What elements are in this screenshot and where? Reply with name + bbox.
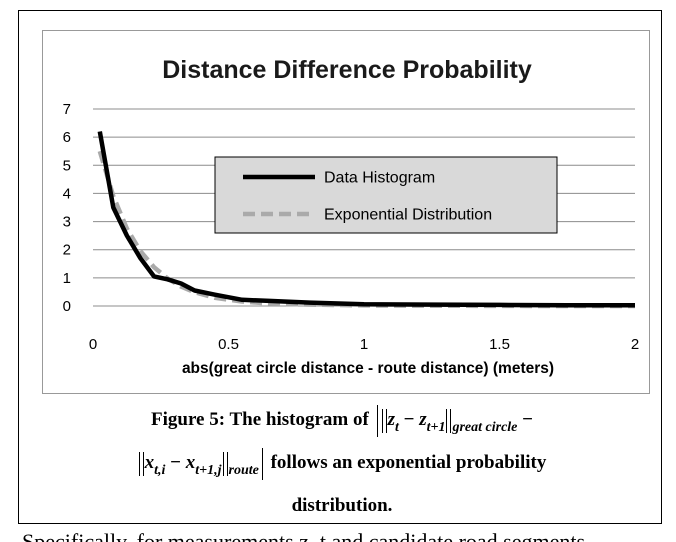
figure-caption: Figure 5: The histogram of zt − zt+1 grea… [22,402,662,523]
legend-label-exponential: Exponential Distribution [324,207,492,224]
x-tick-label-0.5: 0.5 [218,336,239,353]
math-sub-great-circle: great circle [452,420,518,435]
y-tick-label-0: 0 [63,298,71,315]
x-axis-title: abs(great circle distance - route distan… [182,360,554,377]
caption-label: Figure 5: The histogram of [151,409,369,430]
math-minus-3: − [170,452,181,473]
chart-svg: Distance Difference Probability 0 1 2 3 4 5 6 7… [63,56,640,377]
y-tick-label-1: 1 [63,270,71,287]
caption-line-2: xt,i − xt+1,j route follows an exponentia… [22,445,662,488]
y-tick-label-5: 5 [63,157,71,174]
legend: Data Histogram Exponential Distribution [214,156,558,234]
legend-label-data-histogram: Data Histogram [324,170,435,187]
x-tick-label-1.5: 1.5 [489,336,510,353]
norm-bar [446,408,452,433]
x-tick-label-1: 1 [360,336,368,353]
norm-bar [138,451,144,476]
y-tick-label-2: 2 [63,242,71,259]
caption-distribution: distribution. [291,495,393,516]
series-line-data-histogram [97,131,635,308]
caption-follows: follows an exponential probability [270,452,547,473]
math-sub-t1: t+1 [426,420,446,435]
caption-line-1: Figure 5: The histogram of zt − zt+1 grea… [22,402,662,445]
y-tick-label-7: 7 [63,101,71,118]
math-sub-ti: t,i [154,463,166,478]
x-tick-labels: 0 0.5 1 1.5 2 [89,336,639,353]
math-minus-2: − [522,409,533,430]
math-minus: − [403,409,415,430]
math-sub-t1j: t+1,j [195,463,222,478]
y-tick-label-3: 3 [63,214,71,231]
y-tick-label-4: 4 [63,185,71,202]
body-text-cut: Specifically, for measurements z_t and c… [22,529,586,542]
caption-line-3: distribution. [22,488,662,523]
y-tick-labels: 0 1 2 3 4 5 6 7 [63,101,71,315]
y-tick-label-6: 6 [63,129,71,146]
math-x2: x [185,452,196,473]
norm-bar [381,408,387,433]
x-tick-label-0: 0 [89,336,97,353]
abs-bar-left [376,404,378,437]
chart-title: Distance Difference Probability [162,56,532,84]
abs-bar-right [261,447,263,480]
series-group [97,131,635,309]
math-sub-route: route [228,463,259,478]
figure-frame [18,10,662,524]
math-z2: z [419,409,427,430]
math-x: x [144,452,155,473]
math-sub-t: t [394,420,399,435]
math-z: z [387,409,395,430]
x-tick-label-2: 2 [631,336,639,353]
norm-bar [222,451,228,476]
chart-area: Distance Difference Probability 0 1 2 3 4 5 6 7… [42,30,650,394]
legend-box [214,156,558,234]
